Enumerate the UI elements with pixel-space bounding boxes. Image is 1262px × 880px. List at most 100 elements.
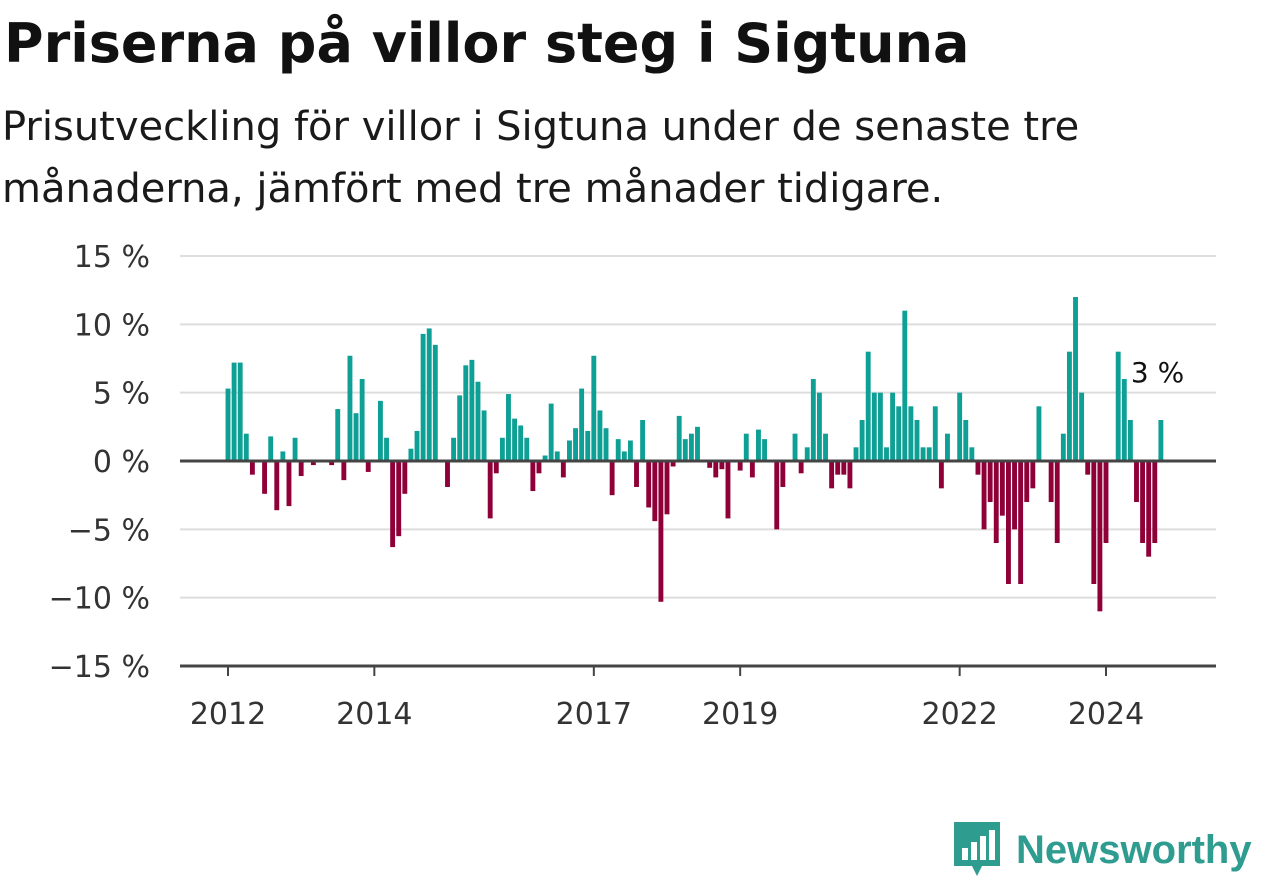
bar [591,355,597,461]
bar [823,433,828,461]
bar [1024,461,1030,502]
x-axis-labels: 2012 2014 2017 2019 2022 2024 [190,697,1144,732]
bar [579,388,585,461]
bar [945,433,950,461]
bar [1146,461,1152,557]
bar [902,310,908,461]
bar [1079,392,1085,461]
bar [743,433,749,461]
bar [524,437,530,461]
bar [469,359,475,461]
bar [810,379,816,461]
bar [871,392,877,461]
bar [762,439,767,461]
bar [981,461,987,530]
bar [1091,461,1097,584]
bar [634,461,639,487]
bar [1036,406,1042,461]
newsworthy-logo-icon [954,822,1000,876]
bar [1134,461,1139,502]
bar [774,461,780,530]
bar [713,461,719,478]
bar [890,392,896,461]
bar [536,461,542,474]
bar [280,451,286,461]
bar [1012,461,1017,530]
bar [445,461,450,487]
bar [975,461,981,475]
bar [243,433,249,461]
bar [249,461,255,475]
bar [298,461,304,477]
bar [877,392,883,461]
bar [1121,379,1127,461]
bar [377,400,383,461]
bar [1066,351,1072,461]
bar [938,461,944,489]
bar-series [225,297,1164,612]
bar [847,461,853,489]
bar [682,439,688,461]
bar [560,461,566,478]
bar [676,415,682,461]
bar [262,461,268,494]
y-tick-label: −5 % [68,513,150,548]
bar [408,448,414,461]
bar [725,461,731,519]
bar [451,437,457,461]
x-tick-label: 2019 [702,697,778,732]
bar [646,461,652,508]
bar [853,447,859,461]
bar [640,420,646,461]
bar [896,406,902,461]
bar [804,447,810,461]
bar [414,430,420,461]
y-tick-label: −15 % [49,650,150,685]
bar [688,433,694,461]
bar [737,461,743,471]
bar [493,461,499,474]
bar [329,461,335,466]
bar [530,461,536,492]
bar [396,461,402,537]
bar [1048,461,1054,502]
bar [347,355,353,461]
bar [695,426,700,461]
bar [603,428,609,461]
gridlines [180,255,1216,599]
bar [1158,420,1164,461]
bar [548,403,554,461]
bar [1085,461,1091,475]
y-tick-label: 15 % [74,240,150,275]
bar [621,451,627,461]
bar [609,461,615,496]
bar [506,394,511,461]
bar [463,365,469,461]
bar [932,406,938,461]
bar [841,461,847,475]
bar [286,461,292,507]
bar [749,461,755,478]
bar [1140,461,1146,543]
bar [274,461,280,511]
bar [999,461,1005,516]
bar [865,351,871,461]
bar [1060,433,1066,461]
bar [237,362,243,461]
bar [359,379,365,461]
x-tick-label: 2012 [190,697,266,732]
bar [420,333,426,461]
bar [798,461,804,474]
bar [225,388,231,461]
bar [341,461,347,481]
bar [475,381,481,461]
y-tick-label: 0 % [93,445,150,480]
bar [353,413,359,461]
bar [1018,461,1024,584]
bar [792,433,798,461]
bar [481,410,487,461]
bar [756,429,761,461]
bar [457,395,463,461]
bar [554,451,560,461]
